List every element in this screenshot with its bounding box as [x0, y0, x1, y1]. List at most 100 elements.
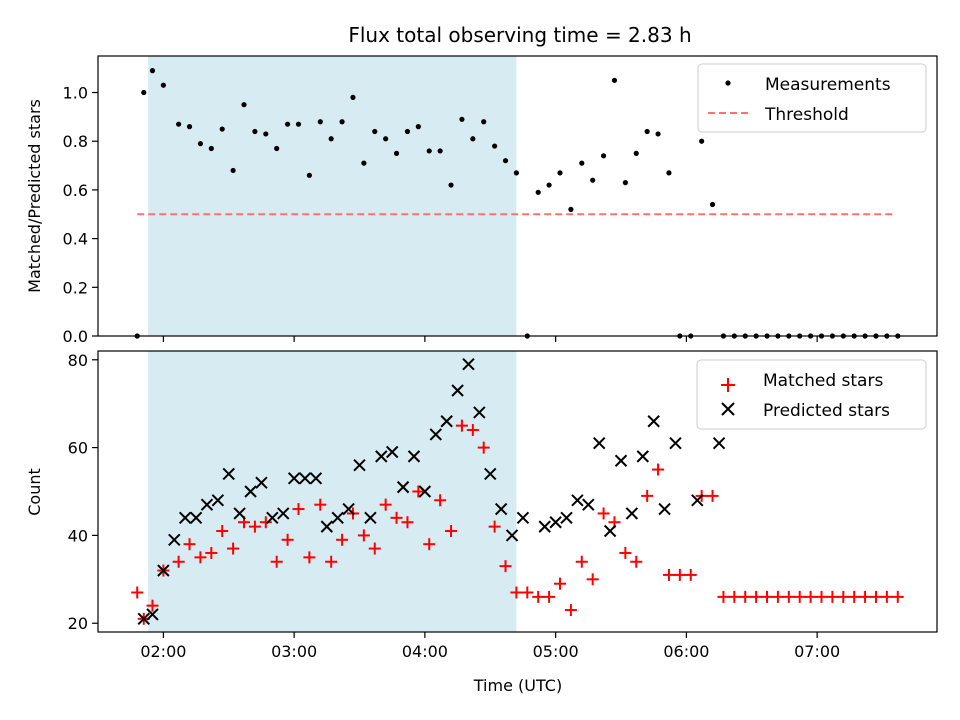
- measurement-point: [186, 124, 193, 130]
- bottom-axes-frame: [97, 350, 938, 633]
- measurement-point: [306, 172, 312, 178]
- bottom-y-tick-label: 20: [68, 614, 88, 633]
- measurement-point: [579, 160, 585, 166]
- predicted-star-point: [189, 511, 203, 525]
- measurement-point: [437, 148, 443, 154]
- predicted-star-point: [593, 436, 606, 450]
- matched-star-point: [826, 590, 839, 603]
- matched-star-point: [270, 555, 283, 568]
- matched-star-point: [401, 516, 414, 529]
- matched-star-point: [336, 533, 349, 546]
- predicted-star-point: [137, 612, 150, 626]
- matched-star-point: [488, 520, 501, 533]
- predicted-star-point: [625, 507, 639, 520]
- predicted-star-point: [636, 450, 650, 463]
- x-tick-label: 05:00: [533, 642, 579, 661]
- top-y-tick-label: 0.0: [63, 327, 88, 346]
- predicted-star-point: [560, 511, 573, 525]
- matched-star-point: [597, 507, 610, 520]
- matched-star-point: [793, 590, 806, 603]
- measurement-point: [252, 128, 258, 135]
- matched-star-point: [521, 586, 534, 599]
- measurement-point: [546, 182, 552, 188]
- legend-predicted-label: Predicted stars: [763, 401, 890, 421]
- matched-star-point: [750, 590, 763, 603]
- x-tick-label: 04:00: [402, 642, 448, 661]
- matched-star-point: [662, 568, 675, 581]
- predicted-star-point: [407, 450, 421, 463]
- predicted-star-point: [168, 533, 181, 547]
- predicted-star-point: [298, 472, 312, 485]
- predicted-star-point: [505, 529, 519, 542]
- measurement-point: [274, 145, 280, 152]
- matched-star-point: [510, 586, 523, 599]
- predicted-star-point: [429, 428, 442, 441]
- matched-star-point: [717, 590, 730, 603]
- matched-star-point: [837, 590, 850, 603]
- matched-star-point: [761, 590, 774, 603]
- predicted-star-point: [255, 476, 268, 489]
- measurement-point: [317, 119, 323, 125]
- predicted-star-point: [462, 357, 475, 371]
- predicted-star-point: [331, 511, 344, 525]
- predicted-star-point: [494, 502, 508, 516]
- legend-predicted-marker: [721, 402, 735, 416]
- predicted-star-point: [244, 485, 257, 498]
- predicted-star-point: [266, 511, 279, 525]
- x-tick-label: 07:00: [794, 642, 840, 661]
- measurement-point: [339, 119, 345, 125]
- measurement-point: [600, 153, 607, 159]
- measurement-point: [481, 119, 487, 125]
- matched-star-point: [303, 551, 316, 564]
- matched-star-point: [131, 586, 144, 599]
- matched-star-point: [314, 498, 327, 511]
- measurement-point: [197, 141, 204, 147]
- predicted-star-point: [211, 494, 225, 507]
- bottom-axis-ticks: 20 40 60 80 02:00 03:00 04:00 05:00 06:00 07:00: [68, 351, 841, 661]
- measurement-point: [666, 170, 672, 176]
- predicted-star-point: [538, 520, 551, 533]
- matched-star-point: [891, 590, 904, 603]
- legend-matched-marker: [721, 378, 735, 392]
- measurement-point: [568, 206, 574, 212]
- matched-star-point: [499, 560, 512, 573]
- measurement-point: [644, 128, 650, 135]
- matched-star-point: [216, 525, 229, 538]
- measurement-point: [284, 121, 291, 127]
- matched-star-point: [804, 590, 817, 603]
- predicted-star-point: [178, 511, 192, 525]
- matched-star-point: [248, 520, 261, 533]
- measurement-point: [393, 150, 400, 156]
- bottom-plot-marks: [131, 357, 904, 626]
- measurement-point: [160, 82, 166, 88]
- measurement-point: [328, 136, 334, 142]
- matched-star-point: [880, 590, 893, 603]
- x-tick-label: 06:00: [663, 642, 709, 661]
- predicted-star-point: [614, 454, 628, 467]
- legend-matched-label: Matched stars: [763, 371, 883, 391]
- matched-star-point: [455, 419, 468, 432]
- predicted-star-point: [385, 445, 399, 459]
- matched-star-point: [390, 511, 403, 524]
- top-axes-frame: [97, 55, 938, 337]
- measurement-point: [141, 89, 147, 96]
- measurement-point: [372, 128, 378, 135]
- predicted-star-point: [440, 415, 453, 428]
- measurement-point: [295, 121, 302, 127]
- x-tick-label: 02:00: [140, 642, 186, 661]
- matched-star-point: [412, 485, 425, 498]
- matched-star-point: [652, 463, 665, 476]
- matched-star-point: [172, 555, 185, 568]
- predicted-star-point: [516, 511, 530, 525]
- matched-star-point: [423, 538, 436, 551]
- predicted-star-point: [157, 564, 170, 577]
- matched-star-point: [848, 590, 861, 603]
- matched-star-point: [553, 577, 566, 590]
- top-y-tick-label: 1.0: [63, 84, 88, 103]
- predicted-star-point: [375, 450, 388, 463]
- legend-threshold-label: Threshold: [764, 105, 849, 125]
- bottom-y-tick-label: 40: [68, 526, 88, 545]
- matched-star-point: [292, 503, 305, 516]
- matched-star-point: [368, 542, 381, 555]
